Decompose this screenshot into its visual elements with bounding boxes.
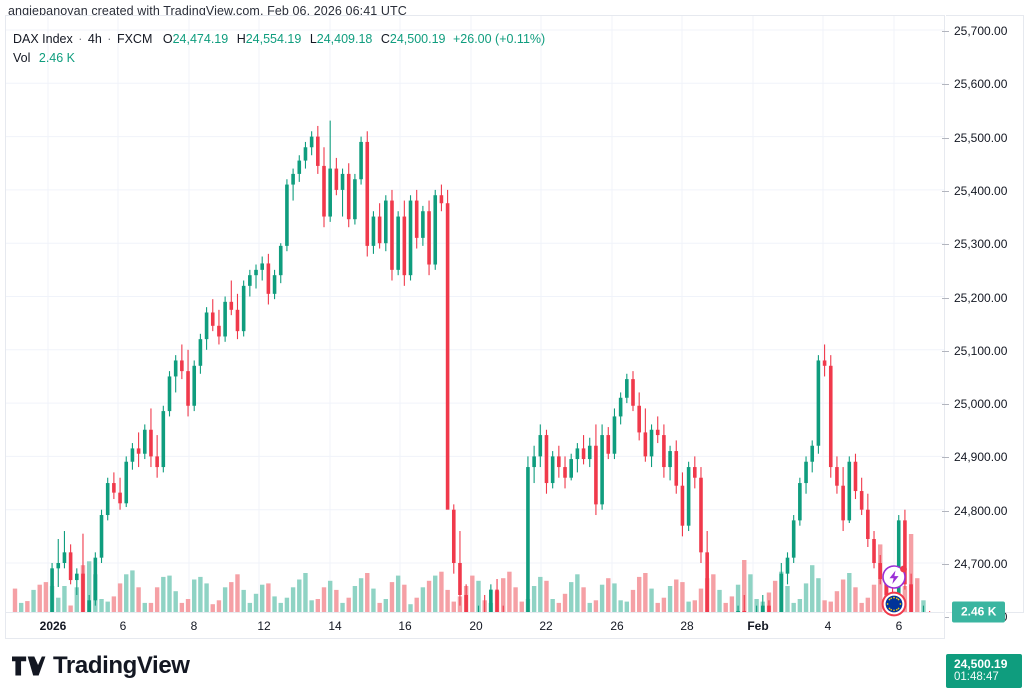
legend-open-label: O bbox=[162, 32, 173, 46]
current-price-badge[interactable]: 24,500.19 01:48:47 bbox=[946, 653, 1022, 688]
legend-volume-row: Vol 2.46 K bbox=[13, 50, 545, 66]
price-scale[interactable]: 25,700.00 25,600.00 25,500.00 25,400.00 25,3… bbox=[942, 15, 1024, 688]
legend-open-value: 24,474.19 bbox=[172, 32, 229, 46]
lightning-bolt-icon bbox=[882, 565, 907, 589]
time-tick: 6 bbox=[119, 619, 127, 633]
price-tick: 24,700.00 bbox=[942, 557, 1007, 571]
time-tick: 4 bbox=[824, 619, 832, 633]
time-tick: Feb bbox=[747, 619, 769, 633]
price-tick: 25,600.00 bbox=[942, 77, 1007, 91]
legend-exchange: FXCM bbox=[116, 32, 153, 46]
price-tick: 25,000.00 bbox=[942, 397, 1007, 411]
chart-pane[interactable] bbox=[5, 15, 945, 613]
legend-volume-value: 2.46 K bbox=[38, 51, 76, 65]
legend-high-value: 24,554.19 bbox=[245, 32, 302, 46]
time-tick: 28 bbox=[680, 619, 694, 633]
volume-badge[interactable]: 2.46 K bbox=[952, 601, 1006, 623]
current-price-value: 24,500.19 bbox=[954, 656, 1008, 671]
time-tick: 26 bbox=[610, 619, 624, 633]
price-tick: 24,900.00 bbox=[942, 450, 1007, 464]
time-tick: 8 bbox=[190, 619, 198, 633]
candlestick-series-layer bbox=[6, 16, 944, 612]
tradingview-mark-icon bbox=[12, 656, 46, 676]
legend-volume-label[interactable]: Vol bbox=[13, 51, 31, 65]
time-scale[interactable]: 2026 6 8 12 14 16 20 22 26 28 Feb 4 6 bbox=[5, 613, 945, 639]
eu-flag-icon bbox=[881, 591, 907, 617]
legend-main-row: DAX Index · 4h · FXCM O24,474.19 H24,554… bbox=[13, 31, 545, 47]
price-tick: 25,100.00 bbox=[942, 344, 1007, 358]
price-tick: 25,200.00 bbox=[942, 291, 1007, 305]
price-line-layer bbox=[6, 16, 944, 612]
legend-low-value: 24,409.18 bbox=[316, 32, 373, 46]
legend-high-label: H bbox=[236, 32, 246, 46]
tradingview-logo: TradingView bbox=[12, 652, 190, 680]
price-tick: 24,800.00 bbox=[942, 504, 1007, 518]
legend-close-value: 24,500.19 bbox=[389, 32, 446, 46]
attribution-text: angiepanoyan created with TradingView.co… bbox=[8, 4, 407, 18]
legend-interval[interactable]: 4h bbox=[87, 32, 102, 46]
legend-separator-1: · bbox=[78, 32, 83, 46]
legend-change: +26.00 (+0.11%) bbox=[452, 32, 546, 46]
time-tick: 16 bbox=[398, 619, 412, 633]
time-tick: 6 bbox=[895, 619, 903, 633]
time-tick: 14 bbox=[328, 619, 342, 633]
time-tick: 22 bbox=[539, 619, 553, 633]
price-tick: 25,400.00 bbox=[942, 184, 1007, 198]
time-tick: 20 bbox=[469, 619, 483, 633]
price-tick: 25,500.00 bbox=[942, 131, 1007, 145]
legend-close-label: C bbox=[380, 32, 390, 46]
bar-countdown: 01:48:47 bbox=[954, 670, 999, 683]
legend-symbol[interactable]: DAX Index bbox=[13, 32, 73, 46]
price-tick: 25,700.00 bbox=[942, 24, 1007, 38]
time-tick: 2026 bbox=[39, 619, 67, 633]
chart-quick-icons[interactable] bbox=[876, 564, 916, 620]
legend-low-label: L bbox=[309, 32, 317, 46]
tradingview-wordmark: TradingView bbox=[53, 652, 190, 679]
time-tick: 12 bbox=[257, 619, 271, 633]
chart-legend: DAX Index · 4h · FXCM O24,474.19 H24,554… bbox=[13, 31, 545, 66]
legend-separator-2: · bbox=[107, 32, 112, 46]
price-tick: 25,300.00 bbox=[942, 237, 1007, 251]
